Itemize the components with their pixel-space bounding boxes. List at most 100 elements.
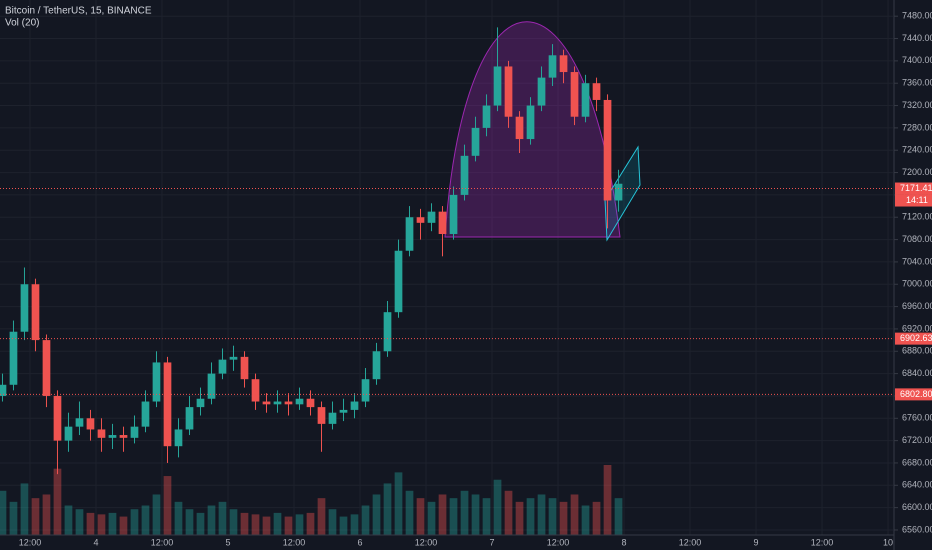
candle-body xyxy=(64,426,73,441)
volume-bar xyxy=(471,494,480,535)
candle-body xyxy=(306,398,315,408)
y-tick-label: 6560.00 xyxy=(902,524,932,534)
volume-bar xyxy=(64,505,73,535)
volume-bar xyxy=(460,490,469,535)
volume-bar xyxy=(317,498,326,535)
volume-bar xyxy=(31,498,40,535)
y-tick-label: 7080.00 xyxy=(902,234,932,244)
candle-body xyxy=(163,362,172,447)
y-tick-label: 6640.00 xyxy=(902,480,932,490)
candle-body xyxy=(108,435,117,438)
x-tick-label: 9 xyxy=(754,537,759,547)
volume-bar xyxy=(526,498,535,535)
candle-body xyxy=(581,83,590,117)
volume-bar xyxy=(603,465,612,535)
x-tick-label: 10 xyxy=(883,537,893,547)
volume-bar xyxy=(251,514,260,535)
candle-body xyxy=(570,72,579,117)
candle-body xyxy=(75,418,84,427)
candle-body xyxy=(460,155,469,195)
volume-bar xyxy=(53,468,62,535)
candle-body xyxy=(196,398,205,408)
candle-body xyxy=(515,116,524,140)
x-tick-label: 12:00 xyxy=(679,537,702,547)
candle-body xyxy=(284,401,293,405)
volume-bar xyxy=(163,476,172,535)
volume-bar xyxy=(185,509,194,535)
volume-bar xyxy=(383,483,392,535)
y-tick-label: 6960.00 xyxy=(902,301,932,311)
y-tick-label: 6760.00 xyxy=(902,413,932,423)
candle-body xyxy=(240,356,249,380)
candle-body xyxy=(394,250,403,313)
volume-bar xyxy=(130,509,139,535)
y-tick-label: 7400.00 xyxy=(902,55,932,65)
volume-bar xyxy=(42,494,51,535)
candle-body xyxy=(427,211,436,223)
y-tick-label: 7440.00 xyxy=(902,33,932,43)
candle-body xyxy=(20,284,29,332)
volume-bar xyxy=(174,501,183,535)
candle-body xyxy=(372,351,381,380)
candle-body xyxy=(482,105,491,128)
volume-bar xyxy=(592,501,601,535)
volume-bar xyxy=(394,472,403,535)
y-tick-label: 7360.00 xyxy=(902,78,932,88)
candle-body xyxy=(31,284,40,341)
volume-bar xyxy=(86,512,95,535)
candle-body xyxy=(339,409,348,413)
x-tick-label: 5 xyxy=(225,537,230,547)
candle-body xyxy=(42,340,51,396)
candle-body xyxy=(328,412,337,424)
volume-legend: Vol (20) xyxy=(5,18,39,29)
y-tick-label: 6720.00 xyxy=(902,435,932,445)
candle-body xyxy=(207,373,216,399)
volume-bar xyxy=(196,512,205,535)
y-tick-label: 7000.00 xyxy=(902,279,932,289)
candle-body xyxy=(9,331,18,385)
candle-body xyxy=(405,217,414,251)
candle-body xyxy=(537,77,546,106)
x-tick-label: 4 xyxy=(93,537,98,547)
price-label: 6802.80 xyxy=(900,389,932,399)
price-label: 7171.41 xyxy=(900,183,932,193)
candle-body xyxy=(317,407,326,424)
volume-bar xyxy=(548,498,557,535)
volume-bar xyxy=(559,501,568,535)
candle-body xyxy=(130,426,139,438)
candle-body xyxy=(97,429,106,438)
candle-body xyxy=(383,312,392,352)
candle-body xyxy=(152,362,161,402)
candle-body xyxy=(251,379,260,402)
y-tick-label: 7040.00 xyxy=(902,256,932,266)
x-tick-label: 7 xyxy=(490,537,495,547)
x-tick-label: 12:00 xyxy=(151,537,174,547)
volume-bar xyxy=(614,498,623,535)
volume-bar xyxy=(0,490,7,535)
candle-body xyxy=(438,211,447,234)
volume-bar xyxy=(350,514,359,535)
volume-bar xyxy=(372,494,381,535)
volume-bar xyxy=(284,516,293,535)
volume-bar xyxy=(405,490,414,535)
y-tick-label: 6920.00 xyxy=(902,323,932,333)
volume-bar xyxy=(97,514,106,535)
volume-bar xyxy=(108,512,117,535)
y-tick-label: 6840.00 xyxy=(902,368,932,378)
price-label: 6902.63 xyxy=(900,333,932,343)
volume-bar xyxy=(581,505,590,535)
volume-bar xyxy=(75,509,84,535)
y-tick-label: 7120.00 xyxy=(902,212,932,222)
volume-bar xyxy=(537,494,546,535)
y-tick-label: 7480.00 xyxy=(902,11,932,21)
symbol-title: Bitcoin / TetherUS, 15, BINANCE xyxy=(5,6,152,17)
candle-body xyxy=(86,418,95,430)
y-tick-label: 7240.00 xyxy=(902,145,932,155)
y-tick-label: 7320.00 xyxy=(902,100,932,110)
candle-body xyxy=(119,435,128,438)
candle-body xyxy=(262,401,271,405)
volume-bar xyxy=(493,479,502,535)
candle-body xyxy=(603,99,612,201)
